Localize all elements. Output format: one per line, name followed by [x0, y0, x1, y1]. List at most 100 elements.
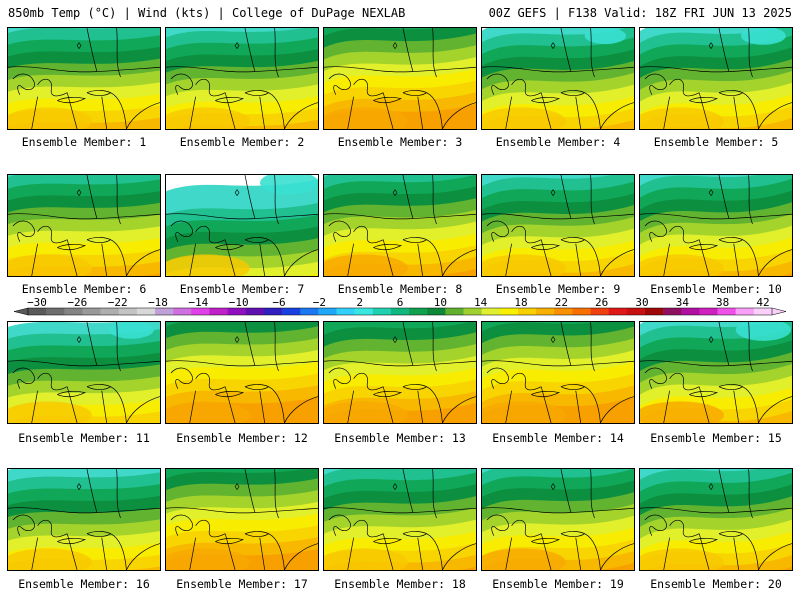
colorbar-bin	[481, 308, 501, 315]
colorbar-bin	[155, 308, 174, 315]
ensemble-member-label: Ensemble Member: 15	[650, 431, 782, 445]
colorbar-bin	[463, 308, 482, 315]
ensemble-member-map	[7, 27, 161, 130]
ensemble-member-label: Ensemble Member: 13	[334, 431, 466, 445]
model-run-info: 00Z GEFS | F138 Valid: 18Z FRI JUN 13 20…	[488, 6, 792, 20]
ensemble-member-map	[639, 27, 793, 130]
ensemble-member-label: Ensemble Member: 5	[653, 135, 779, 149]
colorbar-bin	[372, 308, 392, 315]
colorbar-bin	[318, 308, 337, 315]
ensemble-member-label: Ensemble Member: 8	[337, 282, 463, 296]
colorbar-tick-label: 18	[514, 296, 527, 309]
colorbar-bin	[590, 308, 609, 315]
colorbar-bin	[82, 308, 101, 315]
colorbar-bin	[245, 308, 265, 315]
ensemble-member-label: Ensemble Member: 10	[650, 282, 782, 296]
colorbar-tick-label: 34	[676, 296, 690, 309]
colorbar-tick-label: 30	[635, 296, 648, 309]
colorbar-right-arrow	[771, 307, 787, 316]
colorbar-tick-label: −14	[188, 296, 208, 309]
ensemble-member-label: Ensemble Member: 18	[334, 577, 466, 591]
colorbar-tick-label: 14	[474, 296, 488, 309]
ensemble-member-map	[639, 468, 793, 571]
ensemble-member-map	[165, 468, 319, 571]
colorbar-bin	[572, 308, 591, 315]
colorbar-bin	[191, 308, 210, 315]
colorbar-bin	[64, 308, 83, 315]
colorbar-bin	[263, 308, 283, 315]
ensemble-member-map	[7, 174, 161, 277]
ensemble-member-map	[481, 321, 635, 424]
colorbar-tick-label: 42	[756, 296, 769, 309]
colorbar-tick-label: −30	[27, 296, 47, 309]
colorbar-bin	[717, 308, 737, 315]
ensemble-member-label: Ensemble Member: 4	[495, 135, 621, 149]
ensemble-member-map	[481, 174, 635, 277]
ensemble-member-label: Ensemble Member: 1	[21, 135, 147, 149]
ensemble-member-map	[323, 174, 477, 277]
ensemble-member-label: Ensemble Member: 2	[179, 135, 305, 149]
colorbar-bin	[608, 308, 628, 315]
colorbar-bin	[409, 308, 428, 315]
ensemble-member-label: Ensemble Member: 19	[492, 577, 624, 591]
ensemble-member-label: Ensemble Member: 6	[21, 282, 147, 296]
map-title: 850mb Temp (°C) | Wind (kts) | College o…	[8, 6, 406, 20]
ensemble-member-map	[165, 174, 319, 277]
colorbar-tick-label: 2	[356, 296, 363, 309]
colorbar-tick-label: 6	[397, 296, 404, 309]
colorbar-tick-label: 22	[555, 296, 568, 309]
colorbar-bin	[554, 308, 573, 315]
colorbar-left-arrow	[13, 307, 29, 316]
ensemble-member-map	[481, 468, 635, 571]
colorbar-bin	[735, 308, 755, 315]
ensemble-member-label: Ensemble Member: 12	[176, 431, 308, 445]
colorbar-tick-label: −6	[272, 296, 285, 309]
colorbar-bin	[46, 308, 65, 315]
ensemble-member-map	[481, 27, 635, 130]
ensemble-member-label: Ensemble Member: 3	[337, 135, 463, 149]
colorbar-bin	[136, 308, 156, 315]
ensemble-member-map	[165, 321, 319, 424]
colorbar-tick-label: 10	[434, 296, 447, 309]
ensemble-member-map	[323, 27, 477, 130]
colorbar-tick-label: −22	[108, 296, 128, 309]
ensemble-member-map	[323, 468, 477, 571]
colorbar-tick-label: −18	[148, 296, 168, 309]
ensemble-member-map	[323, 321, 477, 424]
ensemble-member-label: Ensemble Member: 9	[495, 282, 621, 296]
colorbar-bin	[499, 308, 519, 315]
colorbar-tick-label: −2	[313, 296, 326, 309]
ensemble-member-map	[639, 174, 793, 277]
ensemble-member-map	[639, 321, 793, 424]
ensemble-member-label: Ensemble Member: 14	[492, 431, 624, 445]
ensemble-member-label: Ensemble Member: 16	[18, 577, 150, 591]
colorbar-bin	[427, 308, 446, 315]
ensemble-member-map	[7, 468, 161, 571]
colorbar-bin	[28, 308, 47, 315]
colorbar-bin	[227, 308, 247, 315]
colorbar-tick-label: −10	[229, 296, 249, 309]
colorbar-bin	[300, 308, 319, 315]
colorbar-tick-label: 38	[716, 296, 729, 309]
colorbar-bin	[390, 308, 410, 315]
colorbar-bin	[445, 308, 464, 315]
colorbar-bin	[209, 308, 228, 315]
colorbar-bin	[118, 308, 138, 315]
ensemble-member-label: Ensemble Member: 20	[650, 577, 782, 591]
colorbar-bin	[681, 308, 700, 315]
ensemble-member-map	[165, 27, 319, 130]
colorbar-bin	[699, 308, 718, 315]
colorbar-bin	[100, 308, 120, 315]
colorbar-bin	[536, 308, 555, 315]
temperature-colorbar: −30 −26 −22 −18 −14 −10 −6 −2 2 6 10 14 18 22 26 30 34 38…	[0, 296, 800, 320]
colorbar-bin	[753, 308, 773, 315]
ensemble-member-label: Ensemble Member: 17	[176, 577, 308, 591]
colorbar-bin	[663, 308, 682, 315]
colorbar-bin	[644, 308, 664, 315]
ensemble-member-label: Ensemble Member: 7	[179, 282, 305, 296]
ensemble-member-label: Ensemble Member: 11	[18, 431, 150, 445]
colorbar-bin	[354, 308, 374, 315]
colorbar-bin	[173, 308, 192, 315]
colorbar-tick-label: 26	[595, 296, 608, 309]
colorbar-bin	[626, 308, 646, 315]
